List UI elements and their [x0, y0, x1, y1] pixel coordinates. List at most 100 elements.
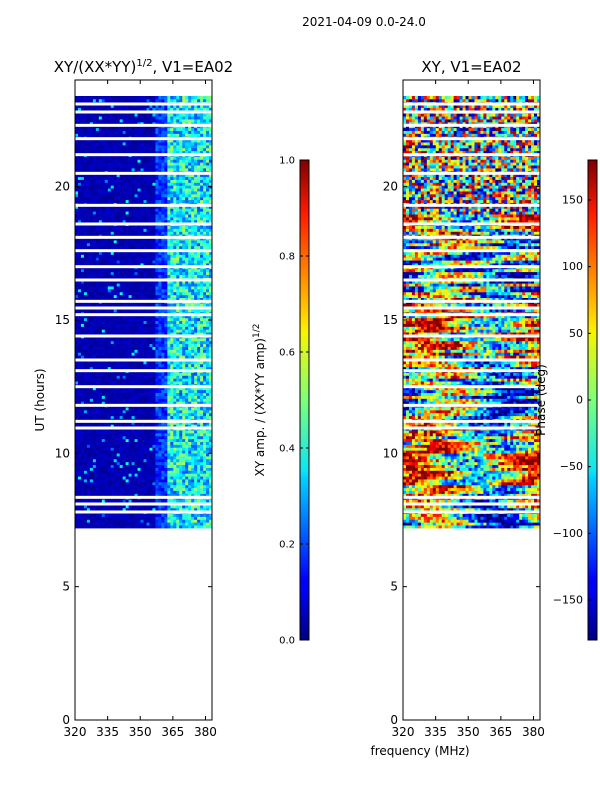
heatmap-cell [158, 375, 162, 379]
heatmap-cell [110, 340, 115, 345]
heatmap-cell [113, 453, 118, 457]
heatmap-cell [182, 444, 186, 448]
heatmap-cell [122, 228, 127, 232]
heatmap-cell [173, 363, 177, 368]
heatmap-cell [188, 464, 192, 468]
heatmap-cell [191, 441, 195, 445]
heatmap-cell [203, 346, 207, 350]
heatmap-cell [77, 216, 82, 221]
heatmap-cell [86, 421, 91, 425]
heatmap-cell [155, 487, 159, 491]
heatmap-cell [125, 214, 130, 218]
heatmap-cell [131, 263, 135, 267]
heatmap-cell [128, 254, 132, 258]
heatmap-cell [83, 291, 88, 296]
heatmap-cell [92, 216, 97, 221]
heatmap-cell [131, 332, 135, 336]
heatmap-cell [116, 346, 121, 350]
heatmap-cell [116, 242, 121, 247]
heatmap-cell [149, 513, 153, 517]
heatmap-cell [158, 337, 162, 342]
heatmap-cell [200, 314, 204, 319]
heatmap-cell [137, 438, 141, 442]
heatmap-cell [188, 280, 192, 284]
heatmap-cell [170, 343, 174, 347]
heatmap-cell [98, 320, 103, 324]
heatmap-cell [176, 340, 180, 345]
heatmap-cell [119, 389, 124, 394]
heatmap-cell [164, 424, 168, 428]
heatmap-cell [200, 294, 204, 298]
heatmap-cell [116, 438, 121, 442]
heatmap-cell [92, 513, 97, 517]
heatmap-cell [77, 378, 82, 382]
heatmap-cell [98, 453, 103, 457]
heatmap-cell [95, 286, 100, 290]
heatmap-cell [110, 441, 115, 445]
heatmap-cell [185, 386, 189, 391]
heatmap-cell [188, 260, 192, 264]
heatmap-cell [182, 389, 186, 394]
heatmap-cell [134, 254, 138, 258]
heatmap-cell [104, 291, 109, 296]
heatmap-cell [134, 386, 138, 391]
heatmap-cell [185, 355, 189, 359]
heatmap-cell [191, 317, 195, 322]
heatmap-cell [89, 309, 94, 313]
heatmap-cell [89, 366, 94, 370]
heatmap-cell [209, 424, 212, 428]
heatmap-cell [158, 470, 162, 474]
heatmap-cell [92, 337, 97, 342]
heatmap-cell [164, 332, 168, 336]
heatmap-cell [185, 288, 189, 293]
heatmap-cell [167, 398, 171, 402]
heatmap-cell [200, 435, 204, 440]
heatmap-cell [203, 323, 207, 327]
heatmap-cell [197, 271, 201, 275]
heatmap-cell [80, 375, 85, 379]
heatmap-cell [80, 216, 85, 221]
heatmap-cell [77, 375, 82, 379]
heatmap-cell [143, 366, 147, 370]
heatmap-cell [128, 268, 132, 273]
heatmap-cell [161, 268, 165, 273]
heatmap-cell [152, 453, 156, 457]
heatmap-cell [131, 274, 135, 278]
heatmap-cell [80, 479, 85, 483]
heatmap-cell [75, 499, 79, 503]
heatmap-cell [122, 438, 127, 442]
heatmap-cell [140, 263, 144, 267]
heatmap-cell [83, 481, 88, 486]
heatmap-cell [206, 352, 210, 356]
heatmap-cell [122, 401, 127, 405]
heatmap-cell [167, 484, 171, 489]
heatmap-cell [185, 251, 189, 255]
heatmap-cell [80, 415, 85, 419]
heatmap-cell [101, 386, 106, 391]
heatmap-cell [86, 412, 91, 417]
heatmap-cell [77, 372, 82, 376]
heatmap-cell [170, 355, 174, 359]
heatmap-cell [188, 240, 192, 244]
heatmap-cell [194, 317, 198, 322]
heatmap-cell [206, 228, 210, 232]
heatmap-cell [110, 332, 115, 336]
heatmap-cell [194, 435, 198, 440]
heatmap-cell [95, 479, 100, 483]
heatmap-cell [77, 381, 82, 385]
heatmap-cell [113, 274, 118, 278]
heatmap-cell [75, 381, 79, 385]
heatmap-cell [113, 360, 118, 365]
heatmap-cell [200, 407, 204, 411]
heatmap-cell [122, 263, 127, 267]
heatmap-cell [110, 280, 115, 284]
heatmap-cell [128, 467, 132, 471]
heatmap-cell [176, 378, 180, 382]
heatmap-cell [77, 340, 82, 345]
heatmap-cell [176, 332, 180, 336]
heatmap-cell [116, 288, 121, 293]
heatmap-cell [140, 329, 144, 333]
heatmap-cell [122, 464, 127, 468]
heatmap-cell [185, 444, 189, 448]
heatmap-cell [194, 363, 198, 368]
